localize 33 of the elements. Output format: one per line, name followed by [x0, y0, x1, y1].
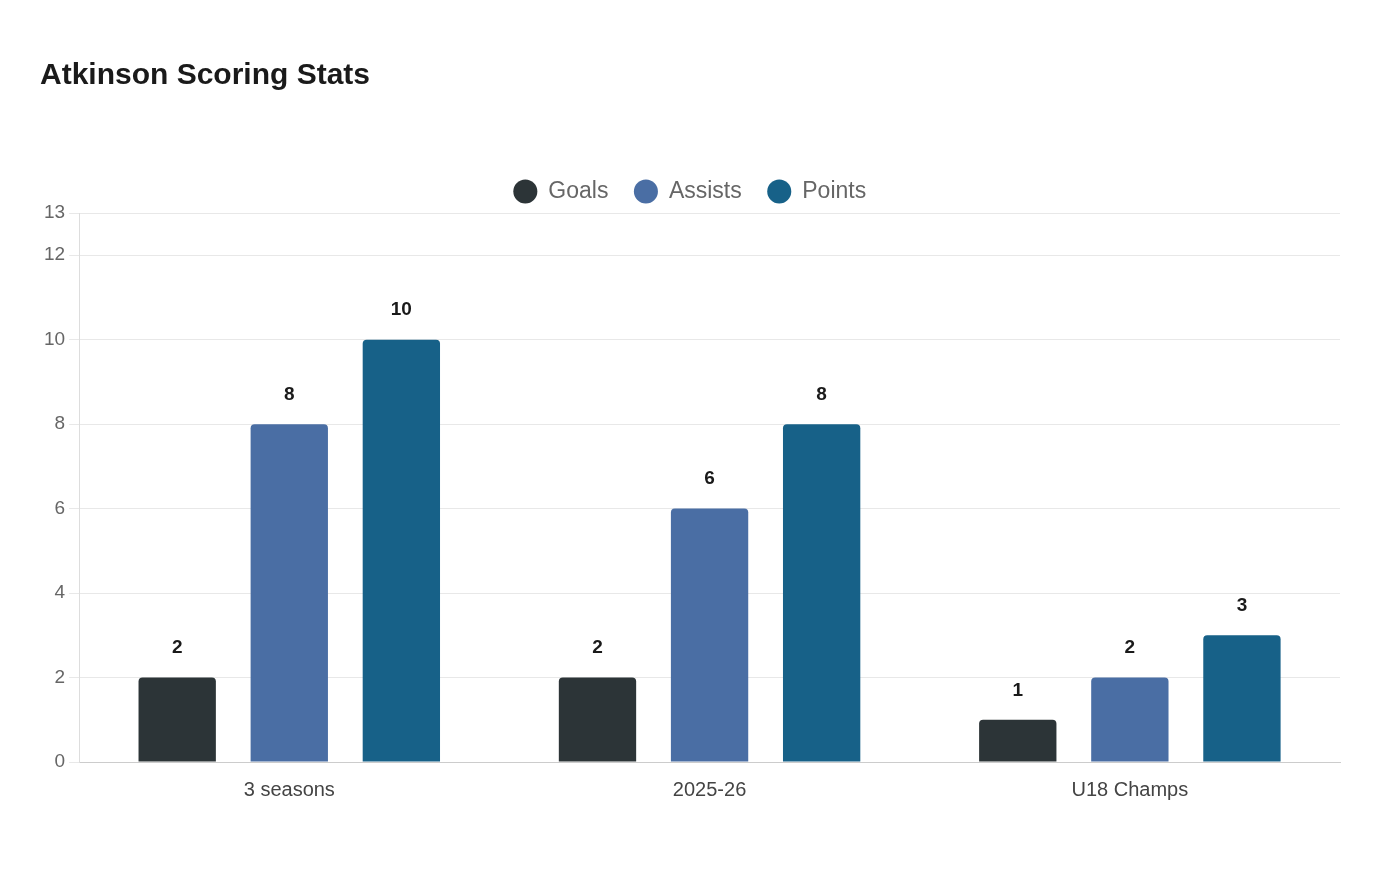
- data-label: 8: [816, 382, 827, 404]
- bar: [558, 677, 637, 762]
- y-tick-label: 10: [43, 327, 66, 349]
- legend-label: Assists: [668, 176, 742, 203]
- bar: [979, 719, 1057, 762]
- data-label: 3: [1236, 594, 1248, 616]
- x-tick-label: 3 seasons: [243, 777, 335, 800]
- y-tick-label: 4: [54, 581, 66, 603]
- y-tick-label: 2: [54, 665, 66, 687]
- data-label: 10: [390, 298, 412, 320]
- legend-label: Points: [802, 176, 867, 203]
- bar: [250, 424, 328, 762]
- y-tick-label: 8: [54, 412, 66, 434]
- chart-title: Atkinson Scoring Stats: [40, 57, 371, 91]
- x-tick-label: 2025-26: [672, 777, 747, 800]
- data-label: 2: [592, 636, 603, 658]
- data-label: 8: [283, 382, 295, 404]
- bar: [670, 508, 749, 762]
- bar: [1203, 635, 1281, 762]
- legend-label: Goals: [548, 176, 609, 203]
- y-tick-label: 13: [43, 201, 66, 223]
- x-tick-label: U18 Champs: [1071, 777, 1189, 800]
- bar: [138, 677, 216, 762]
- bar: [782, 424, 861, 762]
- y-tick-label: 0: [54, 750, 66, 772]
- data-label: 6: [704, 467, 715, 489]
- data-label: 2: [1124, 636, 1136, 658]
- y-tick-label: 12: [43, 243, 66, 265]
- data-label: 1: [1012, 678, 1024, 700]
- data-label: 2: [171, 636, 183, 658]
- y-tick-label: 6: [54, 496, 66, 518]
- bar: [1091, 677, 1169, 762]
- bar: [362, 339, 441, 762]
